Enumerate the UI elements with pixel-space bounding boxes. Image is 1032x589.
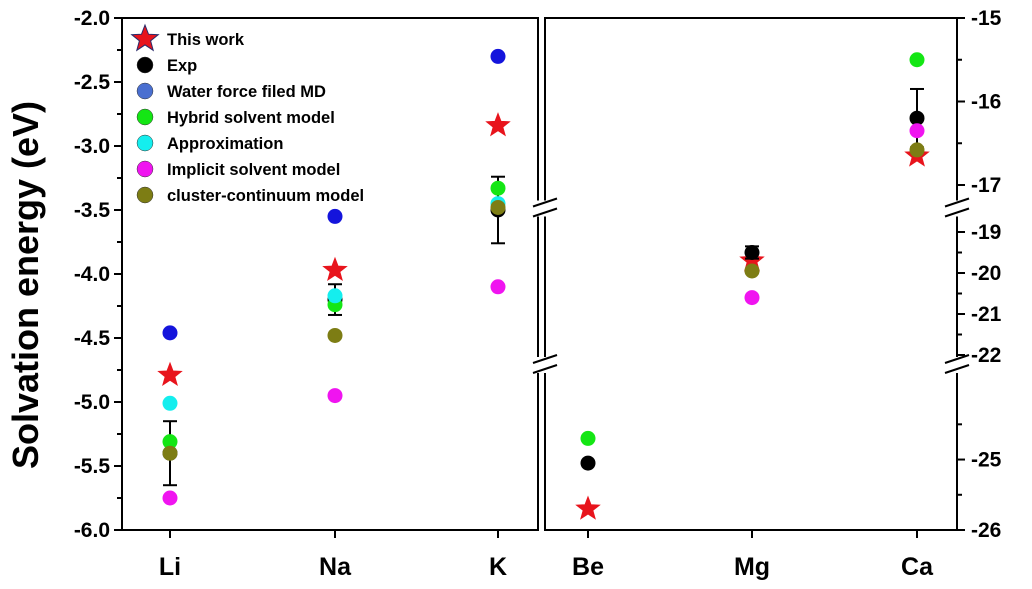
axis-break-slash-1-0b: [532, 364, 558, 374]
legend-marker-cluster-continuum-model: [136, 186, 154, 204]
axis-break-slash-0-0a: [532, 197, 558, 208]
legend-label-water-force-filed-md: Water force filed MD: [167, 83, 326, 101]
right-tick-label: -25: [971, 449, 1002, 472]
left-tick-label: -4.5: [74, 327, 111, 350]
this-work-point-right-0: [575, 495, 601, 520]
right-tick-label: -16: [971, 91, 1001, 114]
approximation-point-left-1: [327, 288, 343, 304]
category-label-k: K: [489, 553, 507, 581]
left-tick-label: -3.0: [74, 135, 110, 158]
water-force-filed-md-point-left-0: [162, 325, 178, 341]
cluster-continuum-model-point-right-2: [909, 142, 925, 158]
left-tick-label: -3.5: [74, 199, 111, 222]
category-label-na: Na: [319, 553, 352, 581]
category-label-ca: Ca: [901, 553, 934, 581]
implicit-solvent-model-point-left-2: [490, 279, 506, 295]
legend-marker-this-work: [130, 23, 160, 52]
hybrid-solvent-model-point-right-2: [909, 52, 925, 68]
data-marks: [157, 48, 930, 520]
legend-label-exp: Exp: [167, 57, 197, 75]
legend-marker-implicit-solvent-model: [136, 160, 154, 178]
right-tick-label: -17: [971, 174, 1001, 197]
legend: This work Exp Water force filed MD Hybrid s…: [130, 23, 364, 205]
left-tick-label: -5.5: [74, 455, 111, 478]
right-tick-label: -21: [971, 303, 1002, 326]
right-tick-label: -20: [971, 262, 1001, 285]
water-force-filed-md-point-left-1: [327, 208, 343, 224]
axis-break-slash-0-1a: [944, 197, 970, 208]
implicit-solvent-model-point-right-2: [909, 123, 925, 139]
left-y-tick-labels: -2.0 -2.5 -3.0 -3.5 -4.0 -4.5 -5.0 -5.5 -6.0: [74, 7, 111, 542]
right-tick-label: -19: [971, 221, 1001, 244]
approximation-point-left-0: [162, 395, 178, 411]
exp-point-right-2: [909, 110, 925, 126]
hybrid-solvent-model-point-left-0: [162, 434, 178, 450]
category-label-li: Li: [159, 553, 181, 581]
this-work-point-left-0: [157, 361, 183, 386]
cluster-continuum-model-point-left-0: [162, 445, 178, 461]
exp-point-right-0: [580, 455, 596, 471]
right-tick-label: -15: [971, 7, 1002, 30]
y-axis-title: Solvation energy (eV): [5, 101, 46, 469]
category-label-be: Be: [572, 553, 604, 581]
cluster-continuum-model-point-right-1: [744, 263, 760, 279]
legend-label-hybrid-solvent-model: Hybrid solvent model: [167, 109, 335, 127]
implicit-solvent-model-point-left-0: [162, 490, 178, 506]
cluster-continuum-model-point-left-2: [490, 199, 506, 215]
legend-label-implicit-solvent-model: Implicit solvent model: [167, 161, 340, 179]
right-tick-label: -22: [971, 344, 1001, 367]
left-tick-label: -2.0: [74, 7, 110, 30]
axis-break-slash-0-0b: [532, 207, 558, 218]
this-work-point-left-1: [322, 256, 348, 282]
hybrid-solvent-model-point-left-2: [490, 180, 506, 196]
left-tick-label: -6.0: [74, 519, 110, 542]
axis-ticks: [114, 17, 965, 538]
legend-marker-approximation: [136, 134, 154, 152]
axis-break-slash-1-1b: [944, 364, 970, 374]
legend-label-approximation: Approximation: [167, 135, 283, 153]
legend-marker-water-force-filed-md: [136, 82, 154, 100]
left-tick-label: -5.0: [74, 391, 110, 414]
cluster-continuum-model-point-left-1: [327, 327, 343, 343]
exp-point-right-1: [744, 245, 760, 260]
axis-break-slash-1-1a: [944, 354, 970, 364]
legend-label-this-work: This work: [167, 31, 245, 49]
legend-marker-exp: [136, 56, 154, 74]
legend-label-cluster-continuum-model: cluster-continuum model: [167, 187, 364, 205]
axis-break-slash-0-1b: [944, 207, 970, 218]
water-force-filed-md-point-left-2: [490, 48, 506, 64]
right-y-tick-labels: -15 -16 -17 -19 -20 -21 -22 -25 -26: [971, 7, 1002, 542]
left-tick-label: -2.5: [74, 71, 111, 94]
implicit-solvent-model-point-right-1: [744, 290, 760, 306]
x-category-labels: Li Na K Be Mg Ca: [159, 553, 934, 581]
implicit-solvent-model-point-left-1: [327, 388, 343, 404]
this-work-point-left-2: [485, 112, 511, 137]
hybrid-solvent-model-point-right-0: [580, 430, 596, 446]
left-tick-label: -4.0: [74, 263, 110, 286]
category-label-mg: Mg: [734, 553, 770, 581]
right-tick-label: -26: [971, 519, 1001, 542]
legend-marker-hybrid-solvent-model: [136, 108, 154, 126]
axis-break-slash-1-0a: [532, 354, 558, 364]
